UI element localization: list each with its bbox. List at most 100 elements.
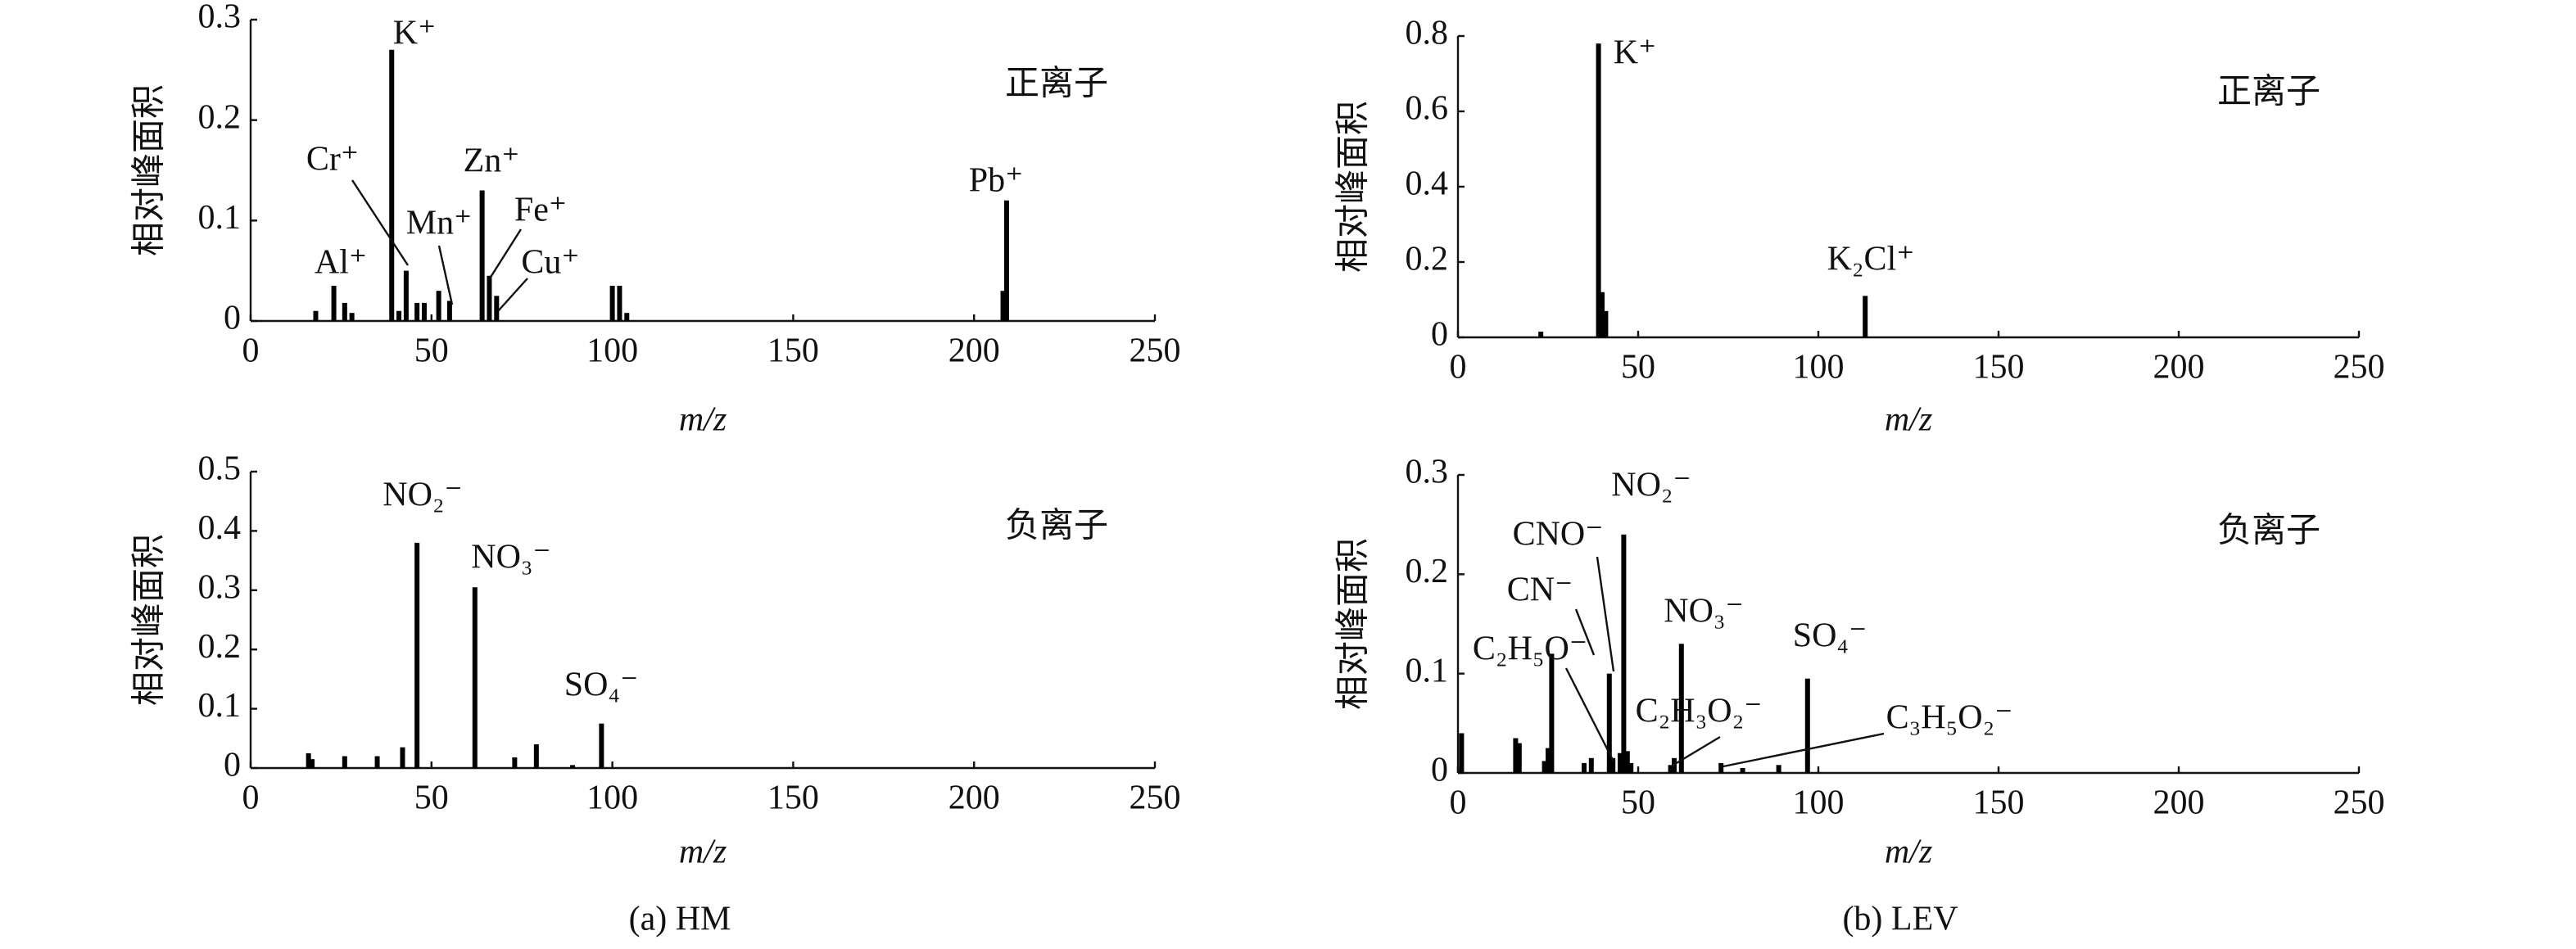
y-tick-label: 0.4 xyxy=(1406,165,1449,203)
ion-label: K₂Cl⁺ xyxy=(1827,241,1915,278)
bar xyxy=(1610,757,1616,773)
x-tick-label: 50 xyxy=(414,332,449,370)
caption: (b) LEV xyxy=(1842,901,1958,938)
bar xyxy=(512,757,518,768)
bar xyxy=(1740,767,1745,773)
bar xyxy=(1596,43,1601,337)
panel-label: 正离子 xyxy=(2217,71,2320,111)
y-tick-label: 0.2 xyxy=(198,628,242,666)
bar xyxy=(617,286,622,321)
ion-label: SO₄⁻ xyxy=(564,667,639,704)
x-tick-label: 0 xyxy=(242,332,260,370)
bar xyxy=(421,302,427,321)
x-axis-label: m/z xyxy=(679,401,727,439)
bar xyxy=(1600,291,1605,337)
x-tick-label: 50 xyxy=(1621,784,1655,822)
bar xyxy=(1588,757,1594,773)
bar xyxy=(1718,762,1724,773)
bar xyxy=(1582,762,1587,773)
ion-label: Al⁺ xyxy=(315,244,367,282)
bar xyxy=(342,756,347,768)
leader-line xyxy=(497,278,528,312)
ion-label: C₃H₅O₂⁻ xyxy=(1886,699,2013,737)
x-tick-label: 100 xyxy=(586,332,638,370)
ion-label: Mn⁺ xyxy=(406,205,473,242)
y-tick-label: 0.4 xyxy=(198,509,242,547)
ion-label: Pb⁺ xyxy=(969,162,1024,200)
bar xyxy=(487,275,492,321)
ion-label: NO₂⁻ xyxy=(1611,467,1691,504)
bar xyxy=(310,759,315,768)
x-tick-label: 100 xyxy=(1793,784,1845,822)
y-tick-label: 0 xyxy=(1431,316,1448,354)
ion-label: K⁺ xyxy=(393,15,437,52)
ion-label: CN⁻ xyxy=(1507,572,1573,609)
x-tick-label: 100 xyxy=(1793,349,1845,386)
bar xyxy=(1549,653,1555,773)
bar xyxy=(349,313,355,321)
leader-line xyxy=(488,228,523,279)
y-tick-label: 0.3 xyxy=(198,568,242,606)
ion-label: K⁺ xyxy=(1614,34,1657,72)
y-tick-label: 0.8 xyxy=(1406,15,1449,52)
y-axis-label: 相对峰面积 xyxy=(1333,101,1373,273)
y-tick-label: 0 xyxy=(224,747,241,784)
bar xyxy=(1603,310,1609,337)
bar xyxy=(1628,762,1634,773)
ion-label: C₂H₃O₂⁻ xyxy=(1636,693,1763,730)
bar xyxy=(1516,743,1522,773)
y-tick-label: 0 xyxy=(1431,752,1448,789)
y-tick-label: 0.5 xyxy=(198,450,242,488)
ion-label: SO₄⁻ xyxy=(1793,617,1867,655)
bar xyxy=(533,744,539,768)
x-tick-label: 0 xyxy=(242,780,260,817)
y-axis-label: 相对峰面积 xyxy=(1333,538,1373,710)
ion-label: NO₂⁻ xyxy=(383,477,462,514)
bar xyxy=(436,291,441,321)
leader-line xyxy=(437,245,454,305)
bar xyxy=(331,286,337,321)
ion-label: Cr⁺ xyxy=(306,141,359,179)
y-tick-label: 0.2 xyxy=(1406,241,1449,278)
bar xyxy=(479,190,485,321)
y-tick-label: 0.1 xyxy=(198,199,242,237)
y-tick-label: 0.3 xyxy=(198,0,242,36)
ion-label: Zn⁺ xyxy=(464,142,520,180)
x-tick-label: 200 xyxy=(2153,784,2205,822)
bar xyxy=(494,296,500,321)
x-axis-label: m/z xyxy=(1885,834,1932,871)
x-tick-label: 250 xyxy=(1130,780,1181,817)
bar xyxy=(414,302,420,321)
y-tick-label: 0.3 xyxy=(1406,454,1449,491)
bar xyxy=(1606,673,1612,773)
bar xyxy=(472,587,478,768)
panel-label: 负离子 xyxy=(2217,510,2320,550)
bar xyxy=(570,765,576,768)
panel-label: 负离子 xyxy=(1005,505,1108,545)
bar xyxy=(396,310,402,321)
x-tick-label: 50 xyxy=(414,780,449,817)
x-tick-label: 50 xyxy=(1621,349,1655,386)
y-tick-label: 0.1 xyxy=(1406,652,1449,689)
caption: (a) HM xyxy=(629,901,731,938)
y-tick-label: 0 xyxy=(224,300,241,337)
bar xyxy=(1618,752,1623,773)
y-tick-label: 0.1 xyxy=(198,687,242,725)
bar xyxy=(414,542,420,768)
bar xyxy=(1513,738,1519,773)
leader-line xyxy=(351,179,410,266)
x-tick-label: 100 xyxy=(586,780,638,817)
bar xyxy=(342,302,347,321)
bar xyxy=(609,286,615,321)
x-tick-label: 250 xyxy=(2334,784,2385,822)
bar xyxy=(403,270,409,321)
bar xyxy=(1459,733,1465,773)
bar xyxy=(1542,761,1547,773)
ion-label: C₂H₅O⁻ xyxy=(1473,630,1587,668)
bar xyxy=(1546,748,1551,773)
y-tick-label: 0.6 xyxy=(1406,90,1449,128)
ion-label: CNO⁻ xyxy=(1513,516,1604,554)
y-axis-label: 相对峰面积 xyxy=(129,534,169,706)
x-tick-label: 250 xyxy=(1130,332,1181,370)
